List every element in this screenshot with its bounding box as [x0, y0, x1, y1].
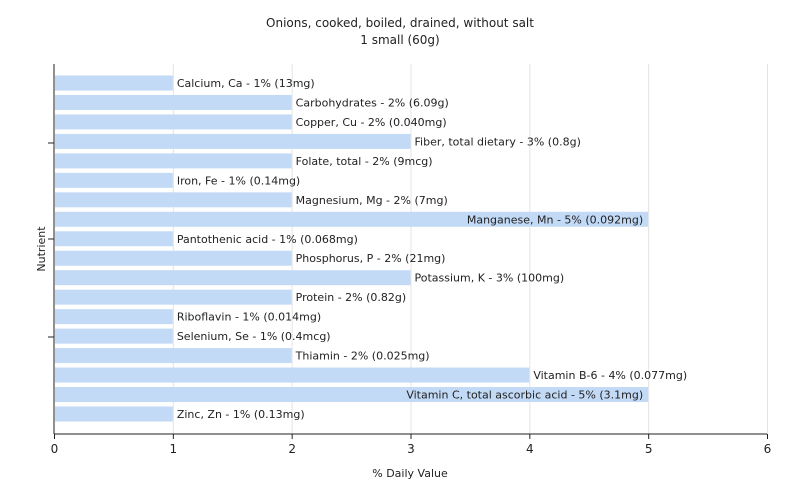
- x-axis-label: % Daily Value: [372, 467, 448, 480]
- bar: [55, 94, 292, 110]
- bar-label: Folate, total - 2% (9mcg): [296, 155, 433, 168]
- bar: [55, 192, 292, 208]
- x-tick-label: 2: [288, 442, 296, 456]
- bar: [55, 309, 173, 325]
- bar-labels: Calcium, Ca - 1% (13mg) Carbohydrates - 2…: [177, 77, 687, 421]
- x-tick-label: 3: [407, 442, 415, 456]
- bar: [55, 211, 649, 227]
- bar-label: Carbohydrates - 2% (6.09g): [296, 96, 449, 109]
- bar-label: Pantothenic acid - 1% (0.068mg): [177, 233, 358, 246]
- bar: [55, 289, 292, 305]
- bar-label: Thiamin - 2% (0.025mg): [295, 350, 430, 363]
- bars: [55, 75, 649, 422]
- bar-label: Vitamin B-6 - 4% (0.077mg): [533, 369, 687, 382]
- bar: [55, 114, 292, 130]
- bar-label: Zinc, Zn - 1% (0.13mg): [177, 408, 305, 421]
- bar: [55, 133, 411, 149]
- x-tick-label: 4: [526, 442, 534, 456]
- bar: [55, 231, 173, 247]
- bar: [55, 348, 292, 364]
- x-tick-label: 6: [764, 442, 772, 456]
- bar-label: Vitamin C, total ascorbic acid - 5% (3.1…: [406, 389, 643, 402]
- y-axis-label: Nutrient: [35, 226, 48, 272]
- bar: [55, 406, 173, 422]
- bar: [55, 270, 411, 286]
- x-tick-label: 0: [51, 442, 59, 456]
- bar-label: Protein - 2% (0.82g): [296, 291, 407, 304]
- bar: [55, 75, 173, 91]
- bar-label: Iron, Fe - 1% (0.14mg): [177, 174, 300, 187]
- x-tick-label: 1: [170, 442, 178, 456]
- bar-label: Riboflavin - 1% (0.014mg): [177, 311, 321, 324]
- bar: [55, 328, 173, 344]
- bar: [55, 153, 292, 169]
- bar: [55, 172, 173, 188]
- bar: [55, 387, 649, 403]
- bar-label: Potassium, K - 3% (100mg): [415, 272, 565, 285]
- bar-label: Fiber, total dietary - 3% (0.8g): [415, 135, 581, 148]
- bar-label: Phosphorus, P - 2% (21mg): [296, 252, 446, 265]
- bar-label: Calcium, Ca - 1% (13mg): [177, 77, 315, 90]
- bar-label: Manganese, Mn - 5% (0.092mg): [467, 213, 643, 226]
- x-axis-ticks: 0 1 2 3 4 5 6: [51, 434, 772, 456]
- bar: [55, 250, 292, 266]
- chart-title: Onions, cooked, boiled, drained, without…: [266, 16, 534, 30]
- bar-label: Magnesium, Mg - 2% (7mg): [296, 194, 448, 207]
- x-tick-label: 5: [645, 442, 653, 456]
- bar-label: Copper, Cu - 2% (0.040mg): [296, 116, 447, 129]
- bar: [55, 367, 530, 383]
- chart-subtitle: 1 small (60g): [360, 33, 439, 47]
- bar-label: Selenium, Se - 1% (0.4mcg): [177, 330, 331, 343]
